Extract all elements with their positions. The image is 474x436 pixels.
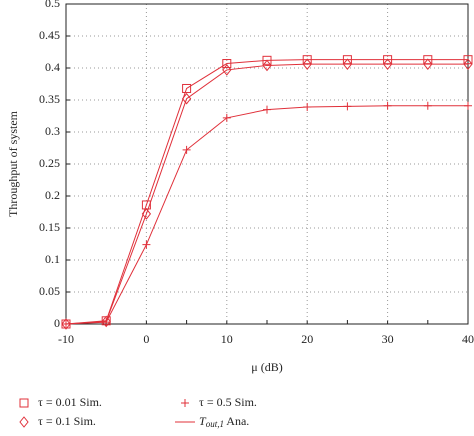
marker-plus [464, 101, 472, 110]
marker-plus [182, 145, 191, 154]
y-tick-label: 0 [54, 316, 60, 330]
marker-square [19, 398, 29, 408]
plot-frame [65, 3, 469, 325]
marker-plus [383, 101, 392, 110]
series-line [65, 63, 468, 325]
marker-plus [263, 105, 271, 114]
legend-label: τ = 0.1 Sim. [38, 414, 96, 428]
marker-plus [303, 103, 312, 112]
legend-label: Tout,1 Ana. [199, 414, 249, 429]
y-tick-label: 0.35 [39, 92, 60, 106]
legend-label-part: T [199, 414, 207, 428]
y-tick-label: 0.5 [45, 0, 60, 10]
marker-diamond [342, 58, 353, 70]
x-tick-label: 0 [143, 332, 149, 346]
y-tick-label: 0.3 [45, 124, 60, 138]
marker-plus [102, 318, 111, 327]
marker-square [182, 83, 192, 93]
legend-label-part: out,1 [206, 419, 224, 429]
y-axis-label: Throughput of system [6, 110, 20, 217]
marker-diamond [181, 92, 192, 105]
x-tick-label: 20 [301, 332, 313, 346]
marker-diamond [61, 318, 71, 330]
y-tick-label: 0.25 [39, 156, 60, 170]
legend-label-part: Ana. [224, 414, 249, 428]
marker-diamond [423, 58, 433, 70]
marker-plus [222, 113, 231, 122]
x-tick-label: 40 [462, 332, 474, 346]
y-tick-label: 0.2 [45, 188, 60, 202]
marker-diamond [463, 58, 473, 70]
marker-diamond [19, 416, 29, 428]
x-tick-label: -10 [58, 332, 74, 346]
marker-diamond [141, 208, 152, 220]
y-tick-label: 0.4 [45, 60, 60, 74]
y-tick-label: 0.15 [39, 220, 60, 234]
marker-diamond [302, 58, 312, 70]
marker-diamond [262, 59, 272, 72]
x-tick-label: 30 [382, 332, 394, 346]
series-line [65, 105, 468, 325]
x-tick-label: 10 [221, 332, 233, 346]
y-tick-label: 0.05 [39, 284, 60, 298]
marker-plus [142, 240, 151, 249]
marker-diamond [222, 64, 232, 76]
marker-diamond [382, 58, 393, 70]
legend-label: τ = 0.01 Sim. [38, 395, 102, 409]
legend-label: τ = 0.5 Sim. [199, 395, 257, 409]
x-axis-label: μ (dB) [251, 360, 282, 374]
y-tick-label: 0.45 [39, 28, 60, 42]
marker-plus [423, 101, 432, 110]
marker-plus [181, 399, 189, 407]
y-tick-label: 0.1 [45, 252, 60, 266]
marker-plus [62, 320, 70, 328]
marker-square [222, 59, 232, 69]
marker-diamond [101, 315, 111, 328]
marker-square [262, 55, 272, 65]
marker-plus [343, 102, 352, 111]
